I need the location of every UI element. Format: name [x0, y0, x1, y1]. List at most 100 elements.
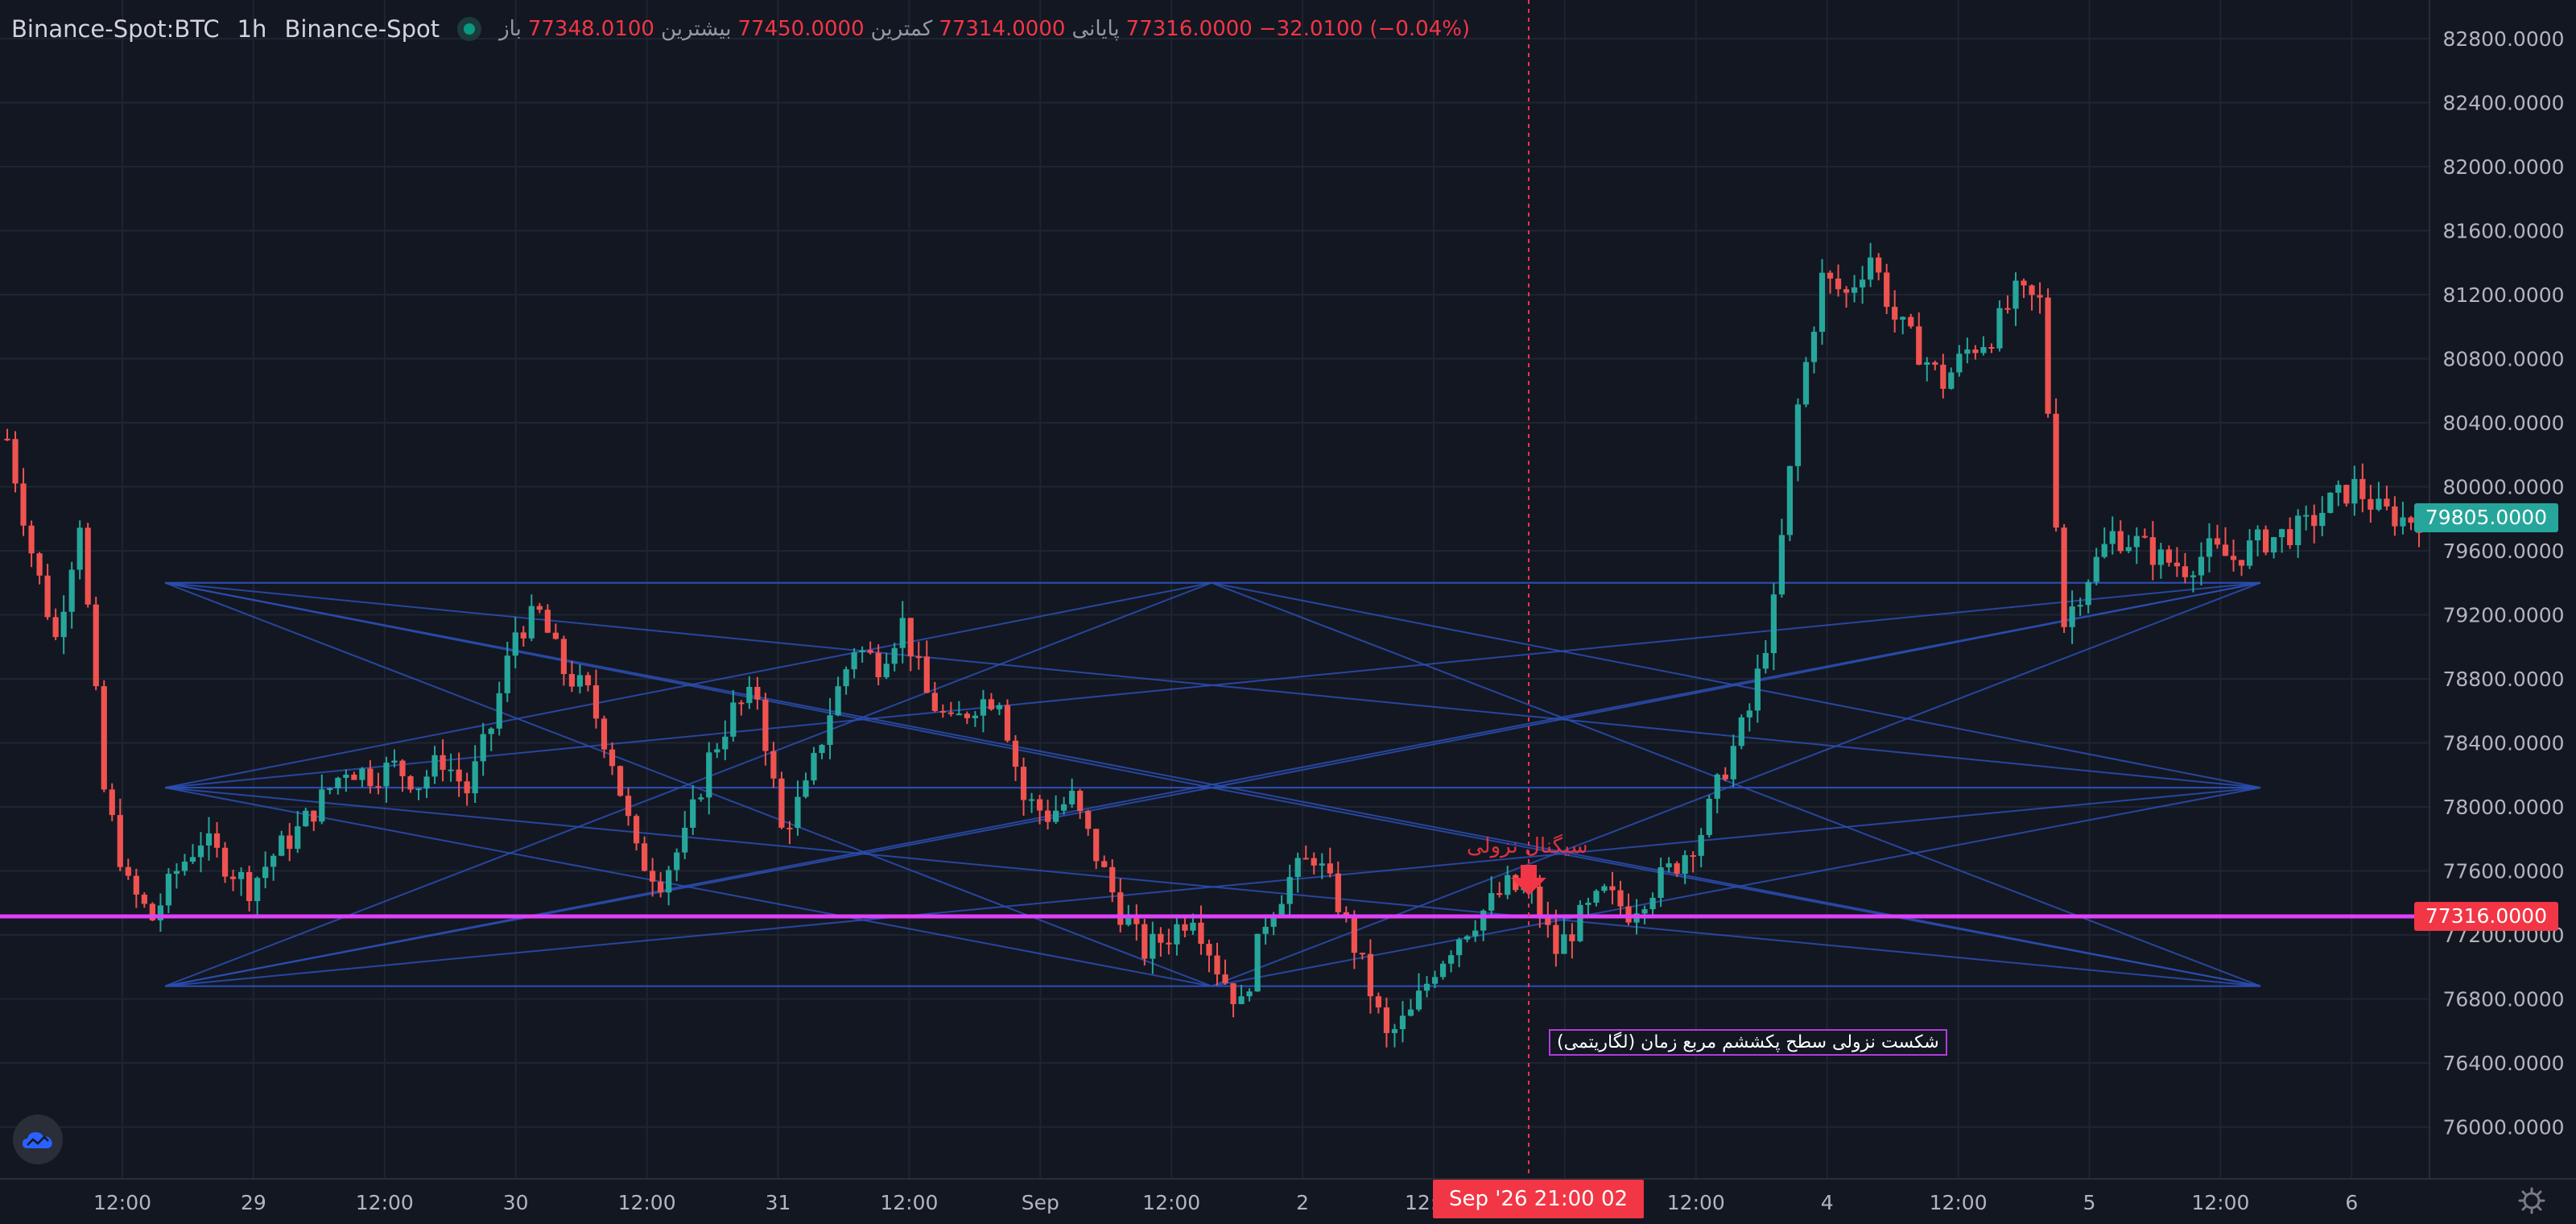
candle [625, 788, 632, 826]
chart-legend: Binance-Spot:BTC 1h Binance-Spot باز 773… [11, 11, 1470, 47]
candle [851, 647, 857, 679]
candle [270, 853, 277, 881]
price-tick-label: 82000.0000 [2442, 155, 2564, 179]
candle [1431, 970, 1439, 989]
candle [706, 742, 712, 815]
candle [303, 808, 309, 827]
candle [1044, 800, 1051, 830]
candle [1117, 878, 1124, 932]
candle [956, 701, 962, 716]
candle [1843, 286, 1850, 308]
candle [423, 770, 430, 799]
candle [1391, 1023, 1398, 1048]
price-tick-label: 79200.0000 [2442, 604, 2564, 627]
candle [1093, 829, 1100, 870]
candle [803, 772, 809, 799]
candle [996, 702, 1003, 716]
candle [1238, 984, 1245, 1005]
candle [592, 669, 600, 729]
time-tick-label: 12:00 [2191, 1191, 2249, 1214]
candle [1456, 937, 1463, 968]
candle [1351, 910, 1357, 970]
breakdown-annotation-box[interactable]: شکست نزولی سطح پکششم مربع زمان (لگاریتمی… [1549, 1029, 1947, 1056]
last-price-label: 79805.0000 [2413, 503, 2558, 533]
candle [980, 689, 987, 733]
candle [1940, 354, 1946, 399]
harmonic-pattern-lines [164, 581, 2261, 987]
time-tick-label: 12:00 [880, 1191, 938, 1214]
candle [1835, 264, 1842, 297]
candle [1262, 916, 1269, 945]
price-tick-label: 78800.0000 [2442, 668, 2564, 691]
change-value: −32.0100 (−0.04%) [1258, 17, 1471, 41]
candle [181, 854, 188, 876]
candle [1778, 519, 1785, 598]
candle [2351, 465, 2358, 516]
candle [1294, 852, 1301, 893]
candle [2069, 590, 2075, 644]
candle [1399, 1001, 1406, 1043]
price-axis[interactable]: 82800.0000 82400.0000 82000.0000 81600.0000… [2442, 27, 2564, 1139]
pattern-line [164, 581, 2261, 789]
candle [2319, 496, 2326, 536]
candle [1415, 973, 1422, 1012]
candle [1222, 959, 1228, 986]
candle [795, 780, 801, 836]
price-tick-label: 76000.0000 [2442, 1116, 2564, 1139]
candle [2254, 525, 2261, 556]
candle [1657, 857, 1664, 908]
candle [1278, 895, 1285, 917]
price-tick-label: 81200.0000 [2442, 283, 2564, 307]
pattern-line [164, 581, 1212, 789]
candle [1786, 465, 1794, 541]
candle [1908, 313, 1914, 329]
candle [536, 602, 543, 614]
candle [1690, 850, 1696, 873]
candle [658, 872, 664, 898]
price-tick-label: 82400.0000 [2442, 92, 2564, 115]
candle [641, 836, 648, 872]
candle [399, 759, 406, 792]
candle [117, 798, 123, 871]
candle [456, 752, 462, 797]
price-tick-label: 76400.0000 [2442, 1052, 2564, 1075]
candle [1447, 950, 1455, 973]
price-tick-label: 80800.0000 [2442, 348, 2564, 371]
candle [1472, 920, 1479, 942]
close-label: پایانی [1071, 17, 1120, 41]
candle [2101, 527, 2107, 559]
candle [375, 772, 382, 795]
market-status-icon[interactable] [457, 17, 482, 41]
symbol-name[interactable]: Binance-Spot:BTC [11, 15, 220, 43]
candle [601, 715, 608, 759]
candle [1496, 882, 1503, 898]
candle [1818, 258, 1826, 345]
candle [1794, 398, 1802, 482]
candle [1085, 809, 1092, 836]
candle [189, 844, 196, 864]
tradingview-logo-icon[interactable] [13, 1114, 63, 1164]
candle [383, 756, 390, 803]
candle [2408, 515, 2414, 531]
candle [859, 646, 865, 663]
candle [141, 891, 147, 908]
candle [1407, 999, 1414, 1017]
candle [1770, 583, 1777, 671]
candle [2165, 545, 2172, 567]
candle [1335, 861, 1341, 918]
candle [1892, 290, 1898, 333]
candle [197, 832, 204, 873]
candle [512, 617, 518, 668]
candle [2359, 463, 2366, 513]
candle [2311, 504, 2318, 544]
time-tick-label: 31 [766, 1191, 791, 1214]
candle [448, 753, 454, 782]
candle [1964, 337, 1971, 364]
candle [867, 641, 873, 655]
candle [125, 858, 131, 880]
interval-label[interactable]: 1h [237, 15, 267, 43]
candle [1198, 905, 1204, 955]
time-axis[interactable]: 12:00 29 12:00 30 12:00 31 12:00 Sep 12:00 2 12:00… [93, 1191, 2358, 1214]
gear-icon[interactable] [2518, 1187, 2545, 1214]
